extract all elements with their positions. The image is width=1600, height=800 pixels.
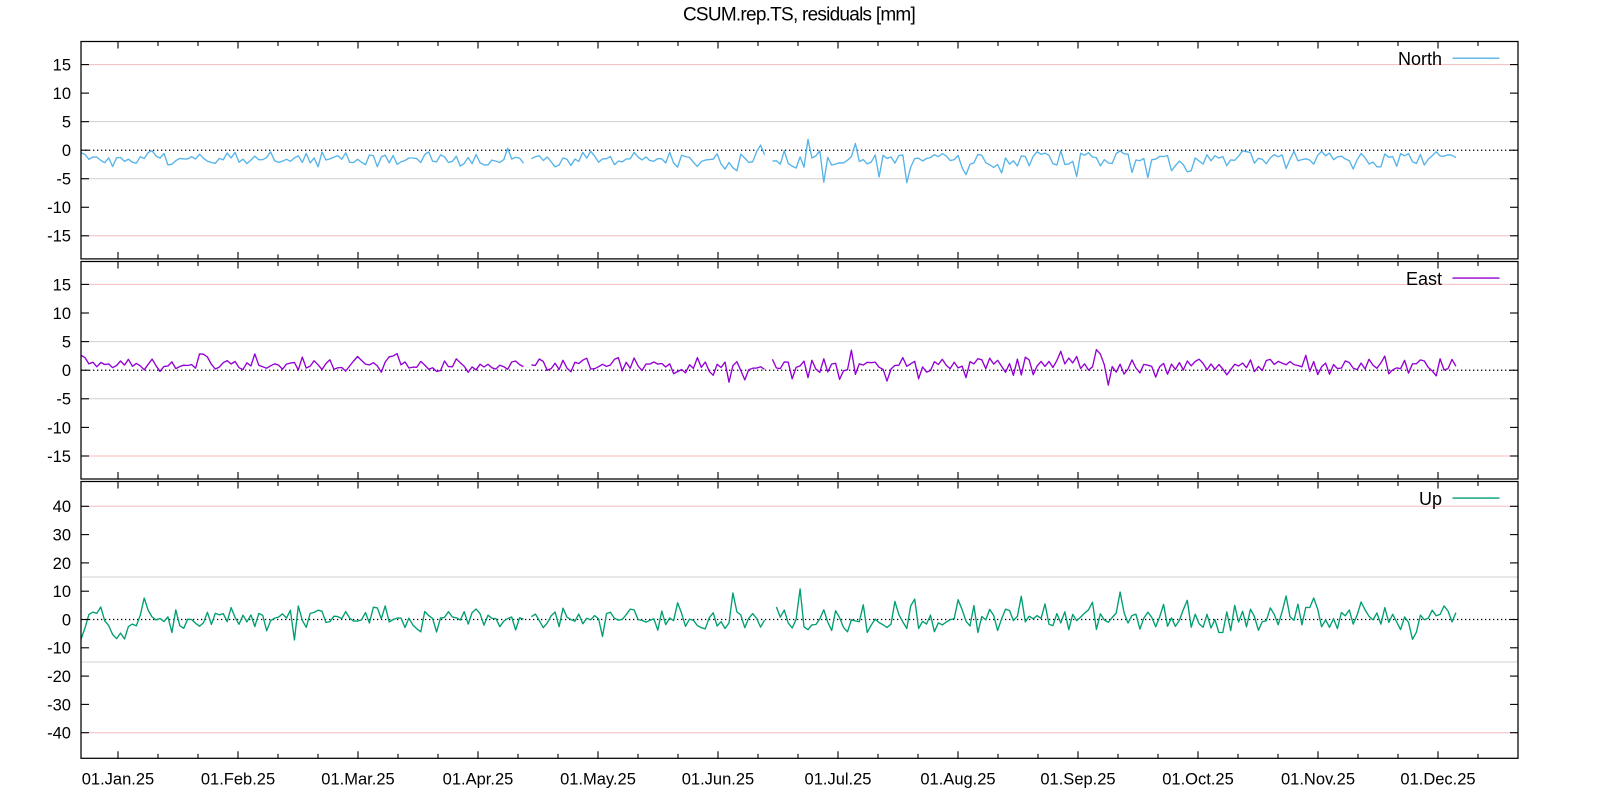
svg-text:01.Dec.25: 01.Dec.25 — [1400, 771, 1475, 789]
svg-text:-20: -20 — [47, 668, 71, 686]
svg-text:01.Jun.25: 01.Jun.25 — [682, 771, 754, 789]
svg-text:-10: -10 — [47, 640, 71, 658]
svg-text:15: 15 — [53, 57, 71, 75]
svg-text:01.Oct.25: 01.Oct.25 — [1162, 771, 1234, 789]
svg-text:01.Sep.25: 01.Sep.25 — [1040, 771, 1115, 789]
svg-text:10: 10 — [53, 305, 71, 323]
svg-text:10: 10 — [53, 583, 71, 601]
svg-text:01.Jul.25: 01.Jul.25 — [805, 771, 872, 789]
svg-text:East: East — [1406, 269, 1442, 289]
svg-text:North: North — [1398, 49, 1442, 69]
svg-text:10: 10 — [53, 85, 71, 103]
svg-text:-10: -10 — [47, 199, 71, 217]
svg-text:01.Feb.25: 01.Feb.25 — [201, 771, 275, 789]
svg-text:40: 40 — [53, 498, 71, 516]
svg-text:-5: -5 — [56, 171, 71, 189]
svg-text:-10: -10 — [47, 419, 71, 437]
svg-text:-5: -5 — [56, 391, 71, 409]
svg-text:01.May.25: 01.May.25 — [560, 771, 636, 789]
svg-text:0: 0 — [62, 142, 71, 160]
svg-text:01.Nov.25: 01.Nov.25 — [1281, 771, 1355, 789]
svg-text:01.Apr.25: 01.Apr.25 — [443, 771, 514, 789]
svg-text:30: 30 — [53, 527, 71, 545]
svg-text:15: 15 — [53, 276, 71, 294]
svg-text:5: 5 — [62, 334, 71, 352]
svg-text:-15: -15 — [47, 228, 71, 246]
svg-text:Up: Up — [1419, 489, 1442, 509]
svg-text:-40: -40 — [47, 725, 71, 743]
svg-text:01.Aug.25: 01.Aug.25 — [920, 771, 995, 789]
svg-text:01.Jan.25: 01.Jan.25 — [82, 771, 154, 789]
svg-text:20: 20 — [53, 555, 71, 573]
svg-text:CSUM.rep.TS, residuals [mm]: CSUM.rep.TS, residuals [mm] — [683, 5, 915, 26]
svg-text:0: 0 — [62, 362, 71, 380]
svg-text:-30: -30 — [47, 696, 71, 714]
svg-text:-15: -15 — [47, 448, 71, 466]
svg-text:5: 5 — [62, 114, 71, 132]
svg-text:0: 0 — [62, 611, 71, 629]
svg-text:01.Mar.25: 01.Mar.25 — [321, 771, 394, 789]
